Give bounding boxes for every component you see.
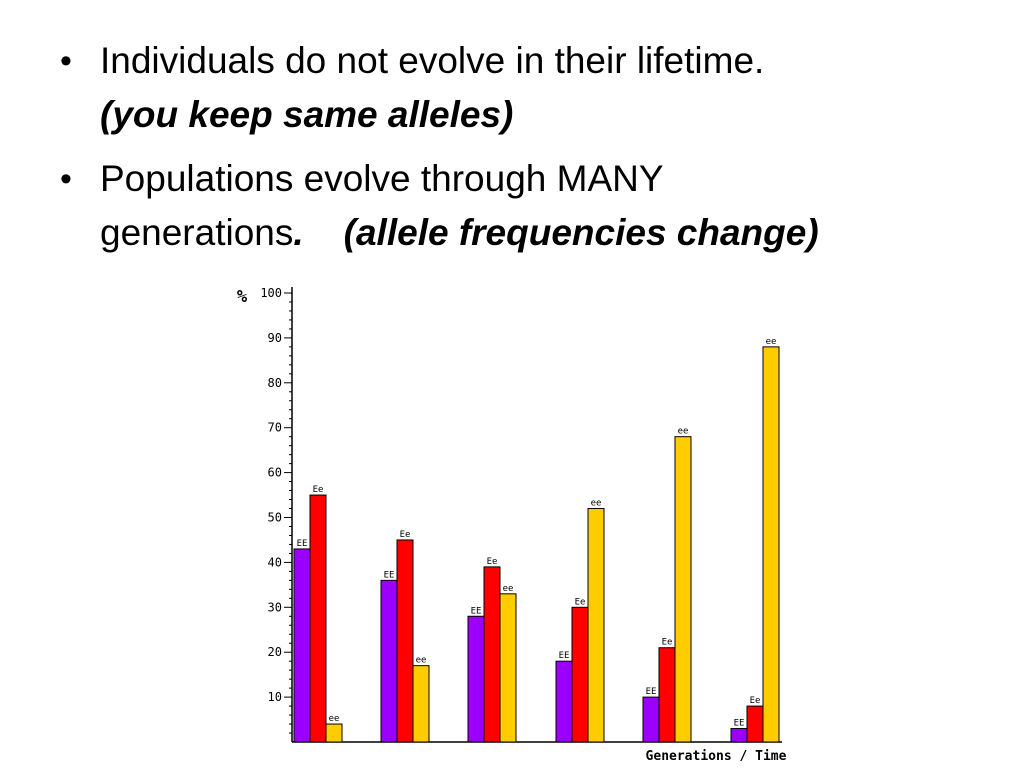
y-tick-label: 40 [268,555,282,569]
bar-data-label: ee [591,499,602,509]
bar-ee [293,548,311,743]
bar-data-label: ee [416,656,427,666]
y-tick-label: 100 [260,286,282,300]
bar-ee [325,723,343,743]
bar-data-label: EE [297,539,308,549]
bar-data-label: Ee [750,696,761,706]
bar-ee [380,579,398,743]
bullet-text-line: Populations evolve through MANY [100,158,664,199]
bar-ee [674,436,692,743]
bar-data-label: ee [678,427,689,437]
bar-data-label: EE [646,687,657,697]
bar-data-label: Ee [487,557,498,567]
bar-data-label: Ee [400,530,411,540]
bullet-item: • Populations evolve through MANY genera… [60,152,1000,260]
bar-data-label: EE [471,606,482,616]
bar-data-label: ee [503,584,514,594]
bar-ee [412,665,430,743]
bar-ee [309,494,327,743]
bar-ee [658,647,676,743]
x-axis-label: Generations / Time [646,749,787,764]
bar-data-label: Ee [662,638,673,648]
bullet-dot-icon: • [60,160,72,198]
bullet-list: • Individuals do not evolve in their lif… [60,34,1000,260]
bullet-period: . [293,212,304,253]
y-tick-label: 10 [268,690,282,704]
bar-ee [396,539,414,743]
bullet-dot-icon: • [60,42,72,80]
y-tick-label: 60 [268,466,282,480]
bar-ee [555,660,573,743]
bar-data-label: EE [384,570,395,580]
y-tick-label: 90 [268,331,282,345]
y-tick-label: 80 [268,376,282,390]
bar-data-label: ee [766,337,777,347]
bar-data-label: ee [329,714,340,724]
bar-data-label: EE [734,719,745,729]
bar-ee [499,593,517,743]
bullet-emphasis-text: (allele frequencies change) [343,212,819,253]
bar-ee [730,728,748,743]
bar-data-label: Ee [313,485,324,495]
bar-ee [762,346,780,743]
bar-ee [642,696,660,743]
bullet-text-line: generations. (allele frequencies change) [100,206,1000,260]
y-tick-label: 20 [268,645,282,659]
bar-ee [483,566,501,743]
bar-ee [587,508,605,743]
bullet-emphasis-line: (you keep same alleles) [100,94,514,135]
bar-data-label: Ee [575,597,586,607]
bullet-text: generations [100,212,294,253]
bar-data-label: EE [559,651,570,661]
y-tick-label: 70 [268,421,282,435]
bar-ee [467,615,485,743]
y-tick-label: 30 [268,600,282,614]
y-axis-label: % [237,287,248,307]
bar-ee [571,606,589,743]
bar-ee [746,705,764,743]
bullet-item: • Individuals do not evolve in their lif… [60,34,1000,142]
y-tick-label: 50 [268,511,282,525]
bullet-text-line: Individuals do not evolve in their lifet… [100,40,765,81]
